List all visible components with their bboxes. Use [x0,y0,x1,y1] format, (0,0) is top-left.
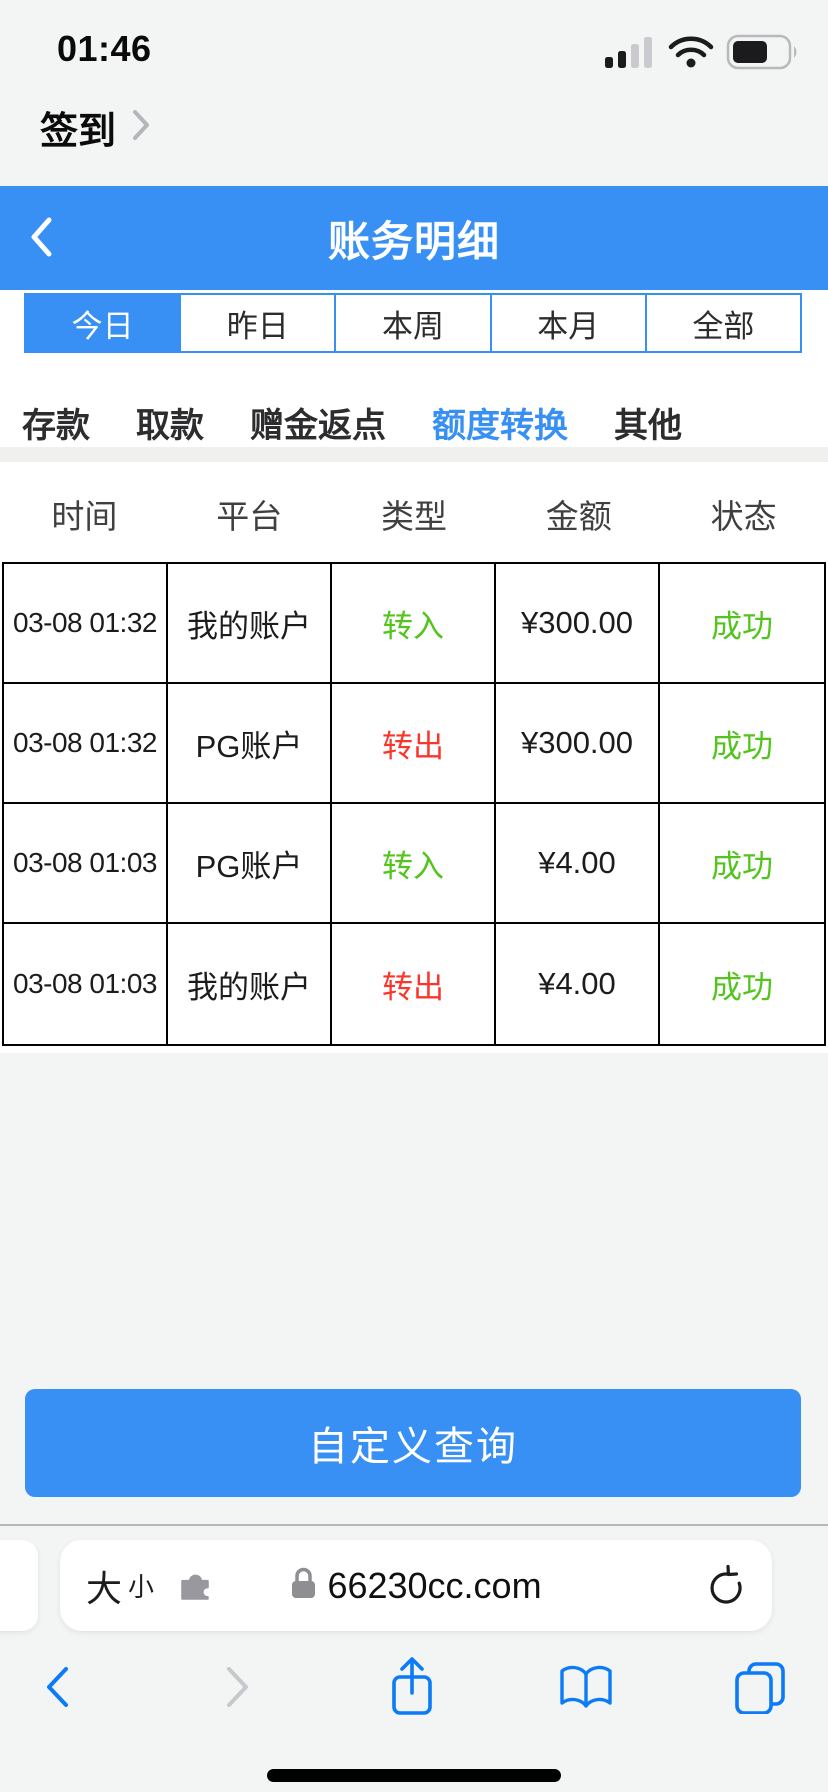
date-tab-0[interactable]: 今日 [26,295,182,351]
forward-chevron-icon [222,1663,254,1714]
adjacent-tab-fragment[interactable] [0,1540,38,1631]
cell-amount: ¥4.00 [496,924,660,1044]
category-tab-3[interactable]: 额度转换 [432,398,568,447]
date-tab-3[interactable]: 本月 [491,295,647,351]
date-range-tabs: 今日 昨日 本周 本月 全部 [24,293,802,353]
category-tabs: 存款 取款 赠金返点 额度转换 其他 [22,398,682,446]
browser-back-button[interactable] [21,1652,93,1724]
custom-query-button[interactable]: 自定义查询 [25,1389,801,1497]
chrome-divider [0,1524,828,1526]
back-chevron-icon [26,214,56,263]
cell-time: 03-08 01:32 [4,564,168,682]
address-domain: 66230cc.com [327,1564,542,1606]
column-header-3: 金额 [545,498,612,535]
tabs-icon [733,1660,787,1717]
address-bar[interactable]: 大 小 66230cc.com [60,1540,772,1631]
column-header-1: 平台 [216,498,283,535]
extensions-puzzle-icon[interactable] [176,1567,214,1605]
page-title: 账务明细 [327,217,500,265]
cell-status: 成功 [711,728,773,764]
cell-platform: 我的账户 [168,564,332,682]
table-row: 03-08 01:03 我的账户 转出 ¥4.00 成功 [4,924,824,1044]
text-size-button-small: 小 [128,1572,155,1602]
cell-type: 转入 [332,804,496,922]
cell-status: 成功 [711,608,773,644]
chevron-right-icon [130,107,152,148]
bookmarks-button[interactable] [550,1652,622,1724]
cell-amount: ¥4.00 [496,804,660,922]
date-tab-1[interactable]: 昨日 [181,295,337,351]
bookmarks-icon [557,1663,615,1714]
table-row: 03-08 01:32 PG账户 转出 ¥300.00 成功 [4,684,824,804]
cell-amount: ¥300.00 [496,684,660,802]
back-button[interactable] [26,186,86,290]
cell-type: 转入 [332,564,496,682]
home-indicator[interactable] [267,1769,561,1782]
status-bar: 01:46 [0,0,828,95]
promo-label: 签到 [40,111,117,153]
cellular-signal-icon [604,35,656,74]
category-tab-4[interactable]: 其他 [614,398,682,447]
cell-time: 03-08 01:03 [4,924,168,1044]
cell-platform: PG账户 [168,804,332,922]
address-bar-left-controls: 大 小 [86,1540,214,1631]
status-time: 01:46 [57,28,152,69]
table-row: 03-08 01:32 我的账户 转入 ¥300.00 成功 [4,564,824,684]
cell-platform: PG账户 [168,684,332,802]
cell-amount: ¥300.00 [496,564,660,682]
cell-status: 成功 [711,969,773,1005]
category-tab-0[interactable]: 存款 [22,398,90,447]
cell-status: 成功 [711,848,773,884]
share-button[interactable] [376,1652,448,1724]
transactions-table: 03-08 01:32 我的账户 转入 ¥300.00 成功 03-08 01:32 PG账… [2,562,826,1046]
cell-platform: 我的账户 [168,924,332,1044]
column-header-4: 状态 [710,498,777,535]
status-icons [604,34,800,75]
promo-signin-link[interactable]: 签到 [40,100,152,155]
lock-icon [290,1565,317,1606]
column-header-2: 类型 [380,498,447,535]
tabs-button[interactable] [724,1652,796,1724]
address-display: 66230cc.com [60,1540,772,1631]
table-header-row: 时间 平台 类型 金额 状态 [2,490,826,535]
table-row: 03-08 01:03 PG账户 转入 ¥4.00 成功 [4,804,824,924]
cell-type: 转出 [332,684,496,802]
app-header: 账务明细 [0,186,828,290]
back-chevron-icon [41,1663,73,1714]
date-tab-4[interactable]: 全部 [646,295,801,351]
column-header-0: 时间 [51,498,118,535]
cell-time: 03-08 01:32 [4,684,168,802]
category-tab-1[interactable]: 取款 [136,398,204,447]
battery-icon [726,34,800,75]
wifi-icon [668,35,714,74]
cell-time: 03-08 01:03 [4,804,168,922]
cell-type: 转出 [332,924,496,1044]
category-tab-2[interactable]: 赠金返点 [250,398,386,447]
share-icon [387,1655,437,1722]
text-size-button[interactable]: 大 [86,1567,123,1609]
date-tab-2[interactable]: 本周 [336,295,492,351]
reload-icon[interactable] [704,1564,748,1608]
browser-forward-button[interactable] [202,1652,274,1724]
section-divider [0,447,828,462]
